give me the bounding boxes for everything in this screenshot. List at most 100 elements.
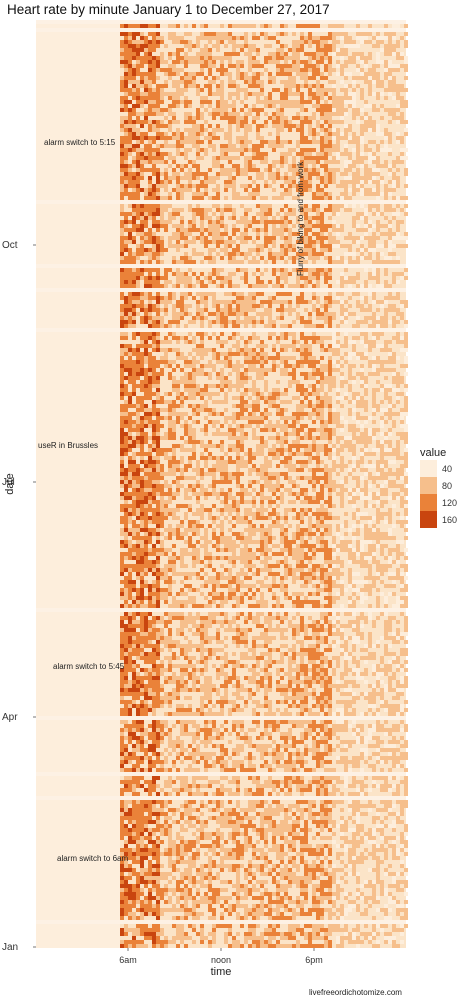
- heatmap-cell: [280, 184, 284, 188]
- heatmap-cell: [272, 176, 276, 180]
- heatmap-cell: [128, 72, 132, 76]
- heatmap-cell: [196, 176, 200, 180]
- heatmap-cell: [360, 248, 364, 252]
- heatmap-cell: [40, 316, 44, 320]
- heatmap-cell: [200, 124, 204, 128]
- heatmap-cell: [200, 156, 204, 160]
- heatmap-cell: [112, 120, 116, 124]
- heatmap-cell: [116, 24, 120, 28]
- heatmap-cell: [380, 80, 384, 84]
- heatmap-cell: [52, 156, 56, 160]
- heatmap-cell: [280, 216, 284, 220]
- heatmap-cell: [208, 272, 212, 276]
- heatmap-cell: [288, 76, 292, 80]
- heatmap-cell: [92, 64, 96, 68]
- heatmap-cell: [328, 196, 332, 200]
- heatmap-cell: [120, 236, 124, 240]
- heatmap-cell: [384, 256, 388, 260]
- heatmap-cell: [404, 332, 408, 336]
- heatmap-cell: [132, 128, 136, 132]
- heatmap-cell: [148, 160, 152, 164]
- heatmap-cell: [284, 216, 288, 220]
- heatmap-cell: [44, 36, 48, 40]
- heatmap-cell: [252, 148, 256, 152]
- heatmap-cell: [260, 248, 264, 252]
- heatmap-cell: [80, 52, 84, 56]
- heatmap-cell: [216, 196, 220, 200]
- heatmap-cell: [372, 140, 376, 144]
- heatmap-cell: [360, 244, 364, 248]
- heatmap-cell: [40, 176, 44, 180]
- heatmap-cell: [232, 232, 236, 236]
- heatmap-cell: [72, 24, 76, 28]
- heatmap-cell: [108, 304, 112, 308]
- heatmap-cell: [228, 252, 232, 256]
- heatmap-cell: [292, 176, 296, 180]
- heatmap-cell: [100, 108, 104, 112]
- heatmap-cell: [104, 188, 108, 192]
- heatmap-cell: [136, 84, 140, 88]
- heatmap-cell: [188, 160, 192, 164]
- heatmap-cell: [344, 48, 348, 52]
- heatmap-cell: [144, 220, 148, 224]
- heatmap-cell: [52, 48, 56, 52]
- heatmap-cell: [252, 192, 256, 196]
- heatmap-cell: [272, 256, 276, 260]
- heatmap-cell: [116, 336, 120, 340]
- heatmap-cell: [332, 312, 336, 316]
- heatmap-cell: [108, 252, 112, 256]
- heatmap-cell: [40, 84, 44, 88]
- heatmap-cell: [308, 156, 312, 160]
- heatmap-cell: [140, 208, 144, 212]
- heatmap-cell: [152, 72, 156, 76]
- heatmap-cell: [44, 292, 48, 296]
- heatmap-cell: [100, 248, 104, 252]
- heatmap-cell: [84, 168, 88, 172]
- heatmap-cell: [264, 56, 268, 60]
- heatmap-cell: [276, 168, 280, 172]
- heatmap-cell: [112, 212, 116, 216]
- heatmap-cell: [288, 84, 292, 88]
- heatmap-cell: [104, 96, 108, 100]
- heatmap-cell: [300, 44, 304, 48]
- heatmap-cell: [56, 260, 60, 264]
- heatmap-cell: [44, 248, 48, 252]
- heatmap-cell: [260, 64, 264, 68]
- heatmap-cell: [172, 100, 176, 104]
- heatmap-cell: [148, 320, 152, 324]
- heatmap-cell: [344, 52, 348, 56]
- heatmap-cell: [44, 304, 48, 308]
- heatmap-cell: [252, 120, 256, 124]
- heatmap-cell: [292, 64, 296, 68]
- heatmap-cell: [276, 120, 280, 124]
- heatmap-cell: [384, 312, 388, 316]
- heatmap-cell: [128, 296, 132, 300]
- heatmap-cell: [100, 156, 104, 160]
- heatmap-cell: [112, 84, 116, 88]
- heatmap-cell: [196, 164, 200, 168]
- heatmap-cell: [288, 128, 292, 132]
- heatmap-cell: [272, 232, 276, 236]
- heatmap-cell: [76, 296, 80, 300]
- heatmap-cell: [112, 160, 116, 164]
- heatmap-cell: [80, 160, 84, 164]
- heatmap-cell: [80, 172, 84, 176]
- heatmap-cell: [76, 104, 80, 108]
- heatmap-cell: [272, 300, 276, 304]
- heatmap-cell: [120, 96, 124, 100]
- heatmap-cell: [104, 124, 108, 128]
- heatmap-cell: [180, 176, 184, 180]
- heatmap-cell: [344, 84, 348, 88]
- heatmap-cell: [116, 284, 120, 288]
- heatmap-cell: [40, 312, 44, 316]
- heatmap-cell: [264, 260, 268, 264]
- heatmap-cell: [172, 136, 176, 140]
- heatmap-cell: [296, 188, 300, 192]
- heatmap-cell: [36, 260, 40, 264]
- heatmap-cell: [92, 32, 96, 36]
- heatmap-cell: [44, 112, 48, 116]
- heatmap-cell: [228, 304, 232, 308]
- heatmap-cell: [156, 248, 160, 252]
- heatmap-cell: [368, 272, 372, 276]
- heatmap-cell: [136, 208, 140, 212]
